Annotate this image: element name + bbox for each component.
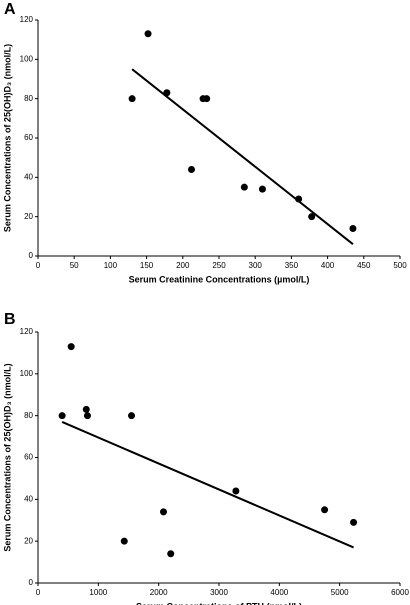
trend-line <box>131 68 354 245</box>
point <box>128 95 136 103</box>
point <box>163 89 171 97</box>
x-tick-label: 100 <box>104 261 118 270</box>
y-tick-label: 100 <box>20 369 34 378</box>
point <box>82 405 90 413</box>
x-tick-label: 350 <box>285 261 299 270</box>
point <box>232 487 240 495</box>
point <box>187 165 195 173</box>
point <box>67 343 75 351</box>
y-tick-label: 60 <box>24 453 33 462</box>
y-tick-label: 120 <box>20 327 34 336</box>
point <box>295 195 303 203</box>
y-tick-label: 100 <box>20 54 34 63</box>
y-tick-label: 80 <box>24 411 33 420</box>
x-tick-label: 450 <box>357 261 371 270</box>
x-tick-label: 400 <box>321 261 335 270</box>
x-tick-label: 4000 <box>270 588 288 597</box>
x-tick-label: 1000 <box>89 588 107 597</box>
x-axis-label: Serum Concentrations of PTH (pmol/L) <box>136 601 302 605</box>
y-axis-label: Serum Concentrations of 25(OH)D₃ (nmol/L… <box>2 44 12 232</box>
y-tick-label: 0 <box>29 578 34 587</box>
panel-label: A <box>4 1 16 18</box>
point <box>203 95 211 103</box>
x-tick-label: 3000 <box>210 588 228 597</box>
panel-label: B <box>4 311 16 328</box>
point <box>321 506 329 514</box>
y-tick-label: 80 <box>24 94 33 103</box>
point <box>350 518 358 526</box>
y-tick-label: 20 <box>24 212 33 221</box>
x-tick-label: 0 <box>36 261 41 270</box>
y-tick-label: 120 <box>20 15 34 24</box>
x-tick-label: 50 <box>70 261 79 270</box>
point <box>120 537 128 545</box>
x-tick-label: 500 <box>393 261 407 270</box>
trend-line <box>61 421 354 549</box>
y-tick-label: 0 <box>29 251 34 260</box>
x-tick-label: 2000 <box>150 588 168 597</box>
x-tick-label: 300 <box>249 261 263 270</box>
point <box>258 185 266 193</box>
y-tick-label: 40 <box>24 494 33 503</box>
x-tick-label: 150 <box>140 261 154 270</box>
y-tick-label: 60 <box>24 133 33 142</box>
x-tick-label: 200 <box>176 261 190 270</box>
y-tick-label: 40 <box>24 172 33 181</box>
x-tick-label: 0 <box>36 588 41 597</box>
point <box>83 412 91 420</box>
y-axis-label: Serum Concentrations of 25(OH)D₃ (nmol/L… <box>2 363 12 551</box>
point <box>144 30 152 38</box>
point <box>128 412 136 420</box>
x-axis-label: Serum Creatinine Concentrations (µmol/L) <box>129 274 310 284</box>
y-tick-label: 20 <box>24 536 33 545</box>
point <box>240 183 248 191</box>
point <box>349 224 357 232</box>
x-tick-label: 6000 <box>391 588 409 597</box>
point <box>58 412 66 420</box>
point <box>308 213 316 221</box>
point <box>159 508 167 516</box>
point <box>167 550 175 558</box>
x-tick-label: 250 <box>212 261 226 270</box>
x-tick-label: 5000 <box>331 588 349 597</box>
